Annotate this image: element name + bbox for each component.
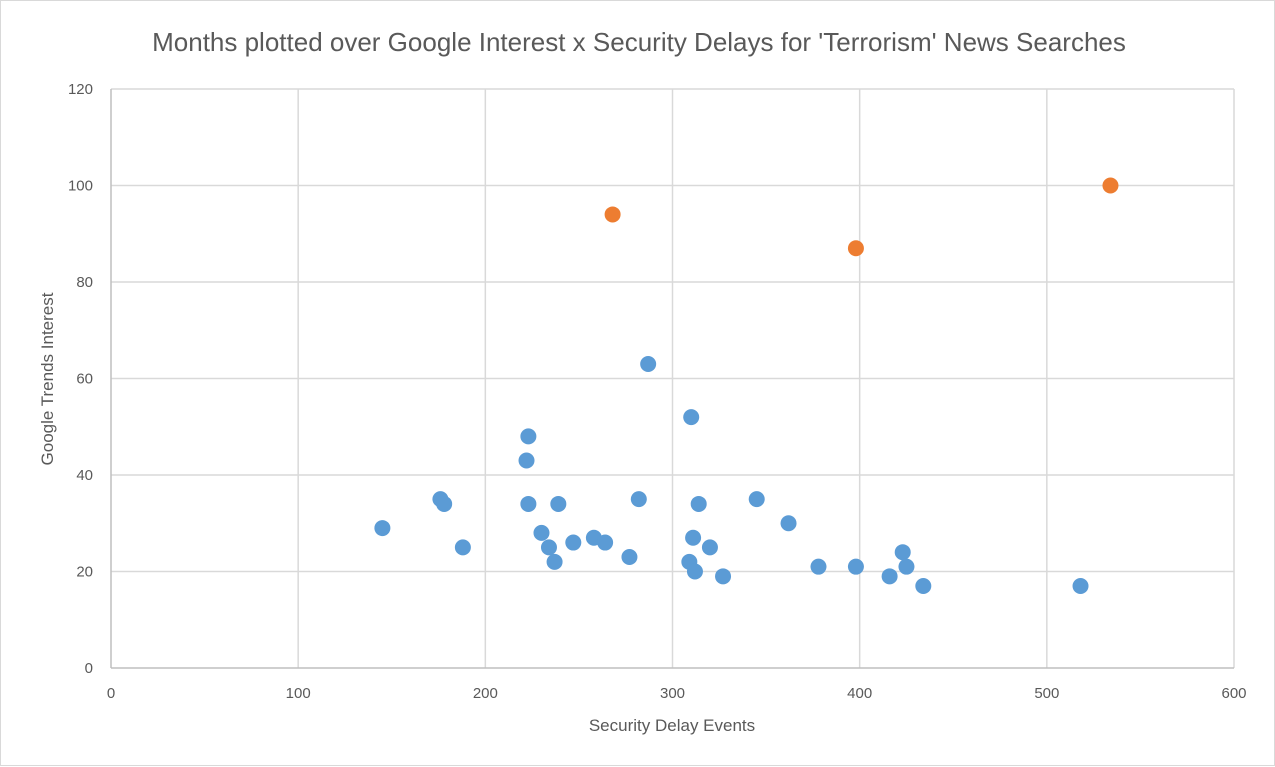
y-tick-label: 120 [68, 81, 93, 98]
axes [110, 89, 1234, 669]
y-tick-label: 100 [68, 178, 93, 195]
data-point [540, 539, 557, 556]
data-point [1102, 177, 1119, 194]
x-tick-label: 400 [847, 685, 872, 702]
x-tick-label: 200 [473, 685, 498, 702]
tick-labels: 0 20 40 60 80 100 120 0 100 200 300 400 500 600 [68, 81, 1247, 702]
data-point [686, 563, 703, 580]
y-tick-label: 20 [76, 564, 93, 581]
data-point [546, 553, 563, 570]
x-tick-label: 300 [660, 685, 685, 702]
data-point [436, 495, 453, 512]
data-point [520, 428, 537, 445]
data-point [690, 495, 707, 512]
data-point [640, 356, 657, 373]
data-point [898, 558, 915, 575]
data-point [894, 544, 911, 561]
data-point [701, 539, 718, 556]
data-point [604, 206, 621, 223]
data-point [847, 240, 864, 257]
data-point [715, 568, 732, 585]
data-point [565, 534, 582, 551]
chart-title: Months plotted over Google Interest x Se… [152, 27, 1126, 57]
data-point [550, 495, 567, 512]
data-point [915, 577, 932, 594]
data-point [780, 515, 797, 532]
data-point [518, 452, 535, 469]
data-point [597, 534, 614, 551]
y-tick-label: 80 [76, 274, 93, 291]
y-tick-label: 40 [76, 467, 93, 484]
data-point [881, 568, 898, 585]
data-point [748, 491, 765, 508]
data-points [374, 177, 1119, 594]
data-point [1072, 577, 1089, 594]
data-point [454, 539, 471, 556]
y-axis-title: Google Trends Interest [38, 292, 57, 465]
x-tick-label: 0 [107, 685, 115, 702]
data-point [630, 491, 647, 508]
data-point [520, 495, 537, 512]
y-tick-label: 0 [85, 660, 93, 677]
gridlines [111, 88, 1235, 668]
data-point [810, 558, 827, 575]
x-tick-label: 100 [286, 685, 311, 702]
data-point [685, 529, 702, 546]
x-tick-label: 500 [1034, 685, 1059, 702]
data-point [683, 409, 700, 426]
data-point [374, 520, 391, 537]
data-point [621, 549, 638, 566]
x-tick-label: 600 [1221, 685, 1246, 702]
y-tick-label: 60 [76, 371, 93, 388]
x-axis-title: Security Delay Events [589, 716, 755, 735]
data-point [847, 558, 864, 575]
data-point [533, 524, 550, 541]
